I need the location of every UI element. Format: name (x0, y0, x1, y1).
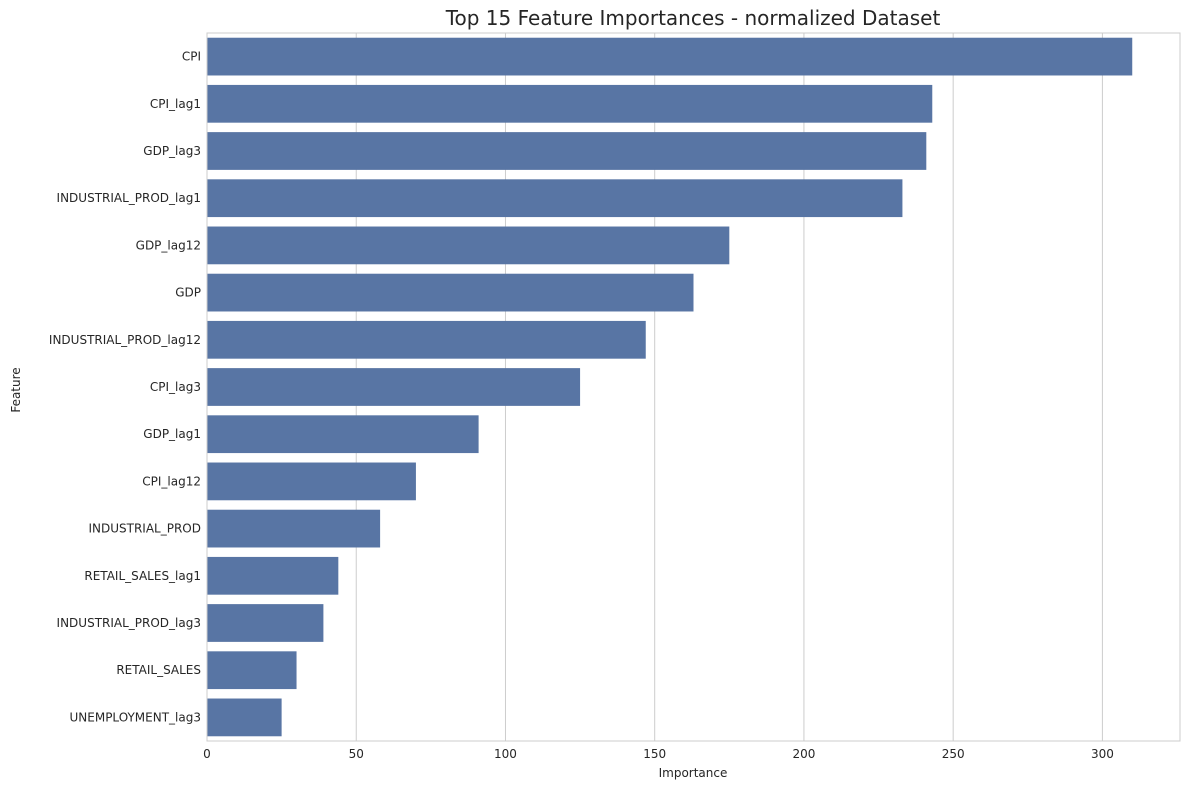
x-tick-label: 200 (792, 747, 815, 761)
x-tick-label: 250 (942, 747, 965, 761)
bar (207, 556, 339, 595)
bar (207, 604, 324, 642)
y-tick-label: CPI (182, 50, 201, 64)
bar (207, 132, 927, 170)
x-tick-labels: 0 50 100 150 200 250 300 (203, 747, 1114, 761)
bar (207, 37, 1133, 76)
bar (207, 179, 903, 218)
bar (207, 651, 297, 690)
bar (207, 273, 694, 312)
x-tick-label: 100 (494, 747, 517, 761)
y-tick-label: INDUSTRIAL_PROD_lag12 (49, 333, 201, 347)
bar (207, 320, 646, 359)
y-tick-label: INDUSTRIAL_PROD_lag3 (57, 616, 201, 630)
y-axis-label: Feature (9, 367, 23, 412)
bar (207, 368, 581, 406)
y-tick-label: CPI_lag3 (150, 380, 201, 394)
bar (207, 415, 479, 454)
x-tick-label: 300 (1091, 747, 1114, 761)
y-tick-label: GDP (175, 286, 201, 300)
chart-title: Top 15 Feature Importances - normalized … (445, 6, 941, 30)
y-tick-label: GDP_lag3 (143, 144, 201, 158)
bar (207, 84, 933, 123)
bars (207, 37, 1133, 737)
y-tick-label: GDP_lag1 (143, 427, 201, 441)
y-tick-labels: CPI CPI_lag1 GDP_lag3 INDUSTRIAL_PROD_lag1 G… (49, 50, 201, 725)
x-tick-label: 50 (349, 747, 364, 761)
x-axis-label: Importance (659, 766, 728, 780)
y-tick-label: CPI_lag12 (142, 474, 201, 488)
bar (207, 698, 282, 737)
y-tick-label: RETAIL_SALES (116, 663, 201, 677)
y-tick-label: INDUSTRIAL_PROD (88, 522, 201, 536)
bar (207, 462, 416, 501)
bar (207, 226, 730, 265)
y-tick-label: GDP_lag12 (136, 238, 201, 252)
x-tick-label: 0 (203, 747, 211, 761)
y-tick-label: RETAIL_SALES_lag1 (84, 569, 201, 583)
plot-frame (206, 32, 1181, 742)
x-tick-label: 150 (643, 747, 666, 761)
bar (207, 509, 381, 548)
y-tick-label: INDUSTRIAL_PROD_lag1 (57, 191, 201, 205)
y-tick-label: CPI_lag1 (150, 97, 201, 111)
y-tick-label: UNEMPLOYMENT_lag3 (70, 710, 202, 724)
